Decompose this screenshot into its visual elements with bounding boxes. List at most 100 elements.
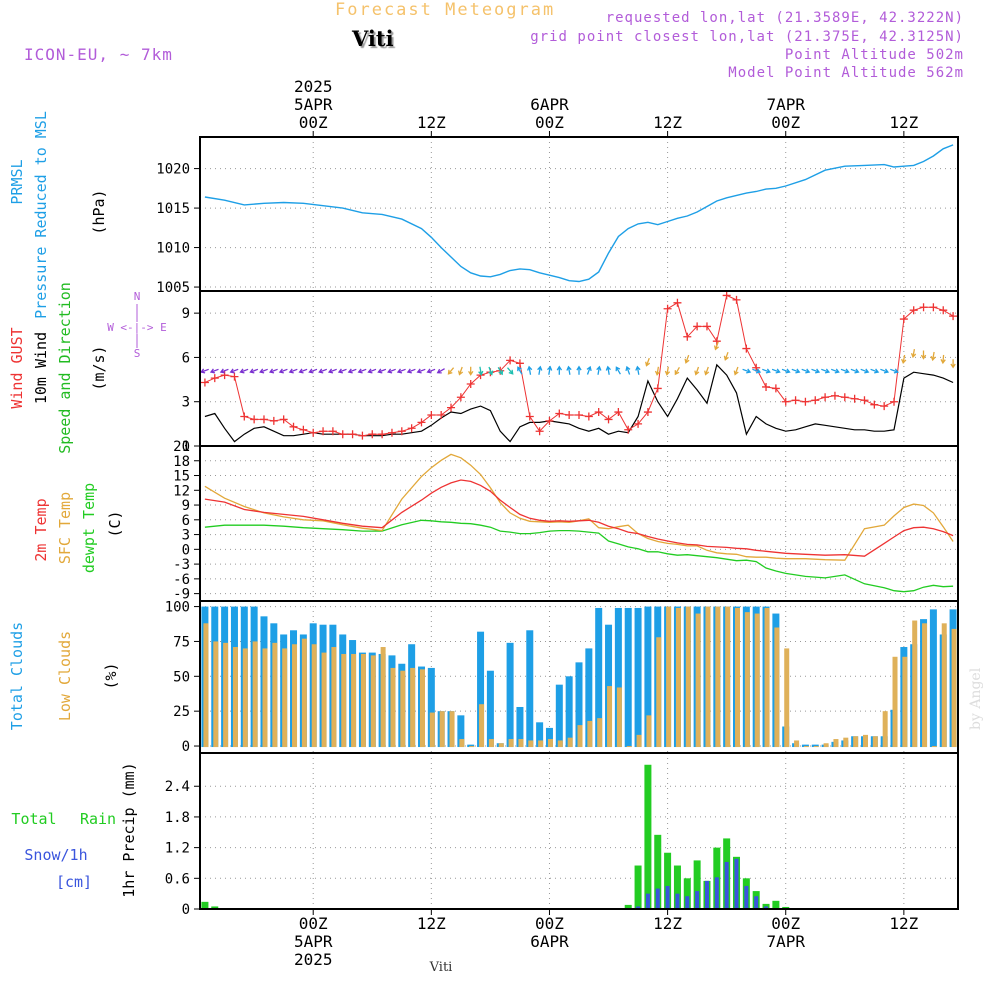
low-cloud-bar	[282, 648, 288, 748]
snow-bar	[734, 858, 739, 909]
gust-marker	[693, 322, 702, 331]
y-tick-label: 6	[182, 350, 190, 366]
wind-direction-arrow	[396, 368, 406, 374]
low-cloud-bar	[557, 740, 563, 748]
footer-station: Viti	[429, 960, 453, 975]
wind-direction-arrow	[920, 350, 927, 360]
bottom-time-label: 12Z	[889, 914, 918, 933]
gust-marker	[870, 400, 879, 409]
y-tick-label: 1020	[156, 162, 190, 178]
precip-unit: 1hr Precip (mm)	[120, 762, 138, 897]
bottom-time-label: 00Z	[535, 914, 564, 933]
low-cloud-bar	[951, 628, 957, 748]
low-cloud-bar	[626, 746, 632, 748]
rain-bar	[664, 852, 672, 909]
wind-direction-arrow	[901, 354, 907, 364]
y-tick-label: 3	[182, 528, 190, 544]
temp-unit: (C)	[106, 510, 124, 537]
low-cloud-bar	[469, 746, 475, 748]
wind-direction-arrow	[200, 368, 209, 374]
total-cloud-bar	[536, 722, 544, 748]
y-tick-label: 25	[173, 704, 190, 720]
gust-marker	[634, 419, 643, 428]
gust-marker	[949, 312, 958, 321]
gust-marker	[643, 408, 652, 417]
gust-marker	[328, 427, 337, 436]
gust-marker	[545, 416, 554, 425]
wind-direction-arrow	[447, 367, 455, 375]
y-tick-label: -6	[173, 572, 190, 588]
low-cloud-bar	[872, 736, 878, 748]
wind-direction-arrow	[860, 368, 870, 374]
wind-direction-arrow	[347, 368, 357, 374]
wind-direction-arrow	[684, 354, 690, 364]
low-cloud-bar	[528, 740, 534, 748]
snow-label: Snow/1h	[24, 846, 87, 864]
gust-marker	[801, 397, 810, 406]
y-tick-label: -3	[173, 557, 190, 573]
gust-marker	[604, 415, 613, 424]
gust-marker	[378, 430, 387, 439]
low-cloud-bar	[902, 656, 908, 748]
pressure-line	[204, 144, 954, 283]
wind-direction-arrow	[367, 368, 377, 374]
y-tick-label: 18	[173, 454, 190, 470]
low-cloud-bar	[272, 642, 278, 748]
low-cloud-bar	[488, 739, 494, 748]
low-cloud-bar	[754, 613, 760, 748]
bottom-time-label: 5APR	[294, 932, 333, 951]
low-cloud-bar	[331, 647, 337, 748]
snow-bar	[704, 880, 709, 909]
gust-marker	[584, 412, 593, 421]
gust-marker	[456, 393, 465, 402]
gust-marker	[762, 382, 771, 391]
gust-marker	[702, 322, 711, 331]
gust-marker	[269, 416, 278, 425]
rain-bar	[772, 900, 780, 909]
wind-direction-arrow	[576, 365, 582, 375]
gust-marker	[417, 418, 426, 427]
gust-marker	[358, 431, 367, 440]
low-cloud-bar	[380, 647, 386, 748]
gust-marker	[821, 393, 830, 402]
low-cloud-bar	[931, 746, 937, 748]
clouds-unit: (%)	[102, 662, 120, 689]
pressure-unit: (hPa)	[90, 189, 108, 234]
wind-direction-arrow	[259, 368, 268, 374]
wind-direction-arrow	[704, 366, 710, 376]
low-cloud-bar	[862, 734, 868, 748]
gust-marker	[771, 384, 780, 393]
total-rain-label: Total	[11, 810, 56, 828]
total-cloud-bar	[555, 684, 563, 748]
low-cloud-bar	[400, 670, 406, 748]
gust-marker	[447, 403, 456, 412]
low-cloud-bar	[341, 653, 347, 748]
gust-marker	[506, 356, 515, 365]
wind-direction-arrow	[278, 368, 288, 374]
y-tick-label: 1.8	[165, 810, 190, 826]
wind-direction-arrow	[762, 368, 771, 374]
low-cloud-bar	[577, 725, 583, 748]
wind-unit: (m/s)	[90, 345, 108, 390]
wind-direction-arrow	[229, 368, 239, 374]
wind-direction-arrow	[950, 359, 956, 369]
temp-2m-label: 2m Temp	[32, 498, 50, 561]
gust-marker	[427, 411, 436, 419]
gust-marker	[732, 295, 741, 304]
low-cloud-bar	[538, 740, 544, 748]
total-cloud-bar	[506, 642, 514, 748]
bottom-time-label: 00Z	[299, 914, 328, 933]
wind-direction-arrow	[288, 368, 298, 374]
gust-marker	[850, 394, 859, 403]
wind-direction-arrow	[209, 368, 219, 374]
y-tick-label: 9	[182, 498, 190, 514]
wind-direction-arrow	[940, 354, 946, 365]
low-cloud-bar	[882, 711, 888, 748]
wind-direction-arrow	[497, 366, 504, 376]
bottom-time-label: 12Z	[653, 914, 682, 933]
panel-frame	[199, 752, 959, 910]
y-tick-label: 75	[173, 634, 190, 650]
low-cloud-bar	[735, 607, 741, 748]
model-label: ICON-EU, ~ 7km	[24, 45, 173, 64]
low-cloud-bar	[823, 743, 829, 748]
